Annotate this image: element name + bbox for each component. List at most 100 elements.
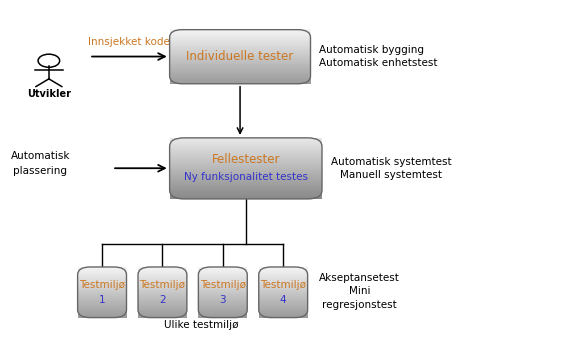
Bar <box>170 196 322 198</box>
Bar <box>198 294 247 295</box>
Bar <box>78 271 126 272</box>
Bar <box>198 299 247 300</box>
Bar <box>259 298 308 299</box>
Bar <box>138 270 187 271</box>
Bar <box>259 309 308 310</box>
Text: plassering: plassering <box>13 166 67 176</box>
Bar <box>170 74 310 75</box>
Bar <box>78 304 126 305</box>
Bar <box>78 269 126 270</box>
Bar <box>138 269 187 270</box>
Bar <box>198 315 247 316</box>
Bar <box>170 50 310 51</box>
Bar <box>259 269 308 270</box>
Bar <box>198 291 247 292</box>
Bar <box>170 31 310 32</box>
Bar <box>138 312 187 313</box>
Bar <box>138 284 187 285</box>
Text: Testmiljø: Testmiljø <box>139 280 185 290</box>
Bar <box>138 314 187 315</box>
Bar <box>198 269 247 270</box>
Bar <box>138 315 187 317</box>
Bar <box>170 59 310 60</box>
Bar <box>170 37 310 39</box>
Bar <box>170 67 310 68</box>
Bar <box>78 311 126 313</box>
Bar <box>198 315 247 317</box>
Text: 3: 3 <box>220 295 226 305</box>
Bar <box>78 299 126 300</box>
Bar <box>259 292 308 293</box>
Bar <box>170 187 322 189</box>
Bar <box>259 305 308 306</box>
Bar <box>170 73 310 74</box>
Bar <box>170 182 322 184</box>
Bar <box>78 291 126 292</box>
Bar <box>259 271 308 272</box>
Bar <box>198 281 247 282</box>
Bar <box>138 285 187 287</box>
Bar <box>170 43 310 44</box>
Bar <box>259 308 308 309</box>
Bar <box>170 44 310 45</box>
Bar <box>78 303 126 304</box>
Bar <box>170 179 322 181</box>
Bar <box>259 282 308 283</box>
Bar <box>170 160 322 161</box>
Bar <box>259 286 308 287</box>
Bar <box>259 276 308 277</box>
Text: 1: 1 <box>99 295 105 305</box>
Bar <box>78 268 126 269</box>
Bar <box>198 290 247 291</box>
Bar <box>170 63 310 64</box>
Bar <box>170 76 310 77</box>
Bar <box>170 54 310 55</box>
Bar <box>170 53 310 54</box>
Bar <box>138 273 187 275</box>
Text: Testmiljø: Testmiljø <box>79 280 125 290</box>
Bar <box>78 288 126 289</box>
Bar <box>170 146 322 147</box>
Bar <box>78 311 126 312</box>
Bar <box>170 58 310 59</box>
Bar <box>78 273 126 275</box>
Bar <box>170 198 322 199</box>
Bar <box>78 283 126 284</box>
Bar <box>138 275 187 276</box>
Bar <box>170 51 310 52</box>
Bar <box>170 57 310 59</box>
Bar <box>198 309 247 310</box>
Bar <box>78 313 126 314</box>
Bar <box>259 283 308 285</box>
Bar <box>259 315 308 317</box>
Bar <box>78 281 126 282</box>
Bar <box>170 55 310 57</box>
Bar <box>170 68 310 69</box>
Bar <box>198 268 247 269</box>
Bar <box>198 276 247 277</box>
Bar <box>198 270 247 271</box>
Text: Utvikler: Utvikler <box>27 89 71 99</box>
Bar <box>198 292 247 293</box>
Bar <box>198 305 247 307</box>
Bar <box>259 312 308 313</box>
Bar <box>198 304 247 305</box>
Bar <box>170 190 322 191</box>
Bar <box>78 272 126 273</box>
Bar <box>170 41 310 42</box>
Bar <box>198 295 247 297</box>
Bar <box>170 75 310 76</box>
Bar <box>138 281 187 282</box>
Bar <box>170 147 322 148</box>
Bar <box>259 293 308 294</box>
Bar <box>198 299 247 301</box>
Bar <box>170 45 310 47</box>
Bar <box>259 296 308 297</box>
Bar <box>170 49 310 50</box>
Bar <box>259 303 308 304</box>
Bar <box>138 304 187 305</box>
Bar <box>259 270 308 271</box>
Bar <box>78 312 126 313</box>
Bar <box>138 301 187 302</box>
Bar <box>198 275 247 276</box>
